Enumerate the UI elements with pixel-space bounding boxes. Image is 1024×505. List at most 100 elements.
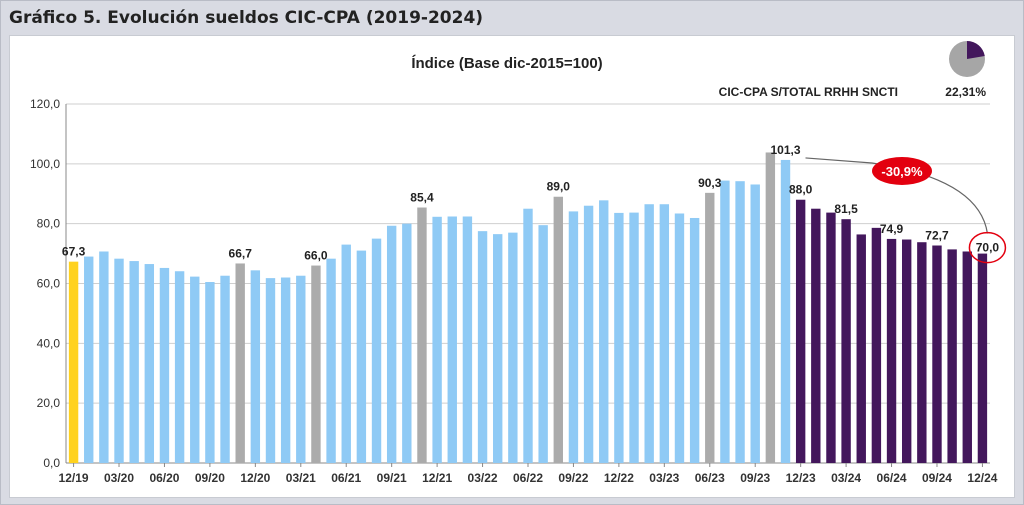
bar [68, 261, 79, 463]
x-tick-label: 12/20 [240, 471, 270, 485]
pie-share-slice [967, 41, 985, 59]
x-tick-label: 06/23 [695, 471, 725, 485]
bar [705, 192, 715, 464]
bar [447, 216, 457, 463]
x-tick-label: 03/21 [286, 471, 316, 485]
bar [477, 231, 488, 463]
bar [280, 277, 291, 463]
x-tick-label: 12/21 [422, 471, 452, 485]
data-label: 67,3 [62, 245, 86, 259]
x-tick-label: 12/23 [786, 471, 816, 485]
x-tick-label: 03/22 [468, 471, 498, 485]
bar [583, 205, 594, 463]
y-tick-label: 120,0 [30, 97, 60, 111]
bar [174, 271, 185, 463]
bar [462, 216, 473, 463]
inset-label: CIC-CPA S/TOTAL RRHH SNCTI [719, 85, 898, 99]
bar [84, 256, 94, 463]
bar [750, 184, 760, 463]
y-tick-label: 40,0 [37, 336, 61, 350]
bar [720, 180, 730, 463]
bar [599, 200, 609, 463]
x-tick-label: 12/19 [59, 471, 89, 485]
x-tick-label: 06/21 [331, 471, 361, 485]
bar [886, 238, 897, 463]
data-label: 66,0 [304, 249, 328, 263]
bar [190, 276, 200, 463]
x-tick-label: 12/22 [604, 471, 634, 485]
bar [932, 245, 942, 463]
bar [356, 250, 367, 463]
bar [326, 258, 336, 463]
bar [841, 219, 851, 463]
x-axis: 12/19 03/20 06/20 09/20 12/20 03/21 06/21 09/21… [59, 463, 998, 485]
bar [417, 207, 427, 463]
bar [689, 217, 700, 463]
bar [901, 239, 912, 463]
bar [250, 270, 261, 463]
bar [826, 212, 836, 463]
x-tick-label: 03/23 [649, 471, 679, 485]
inset-pie: CIC-CPA S/TOTAL RRHH SNCTI 22,31% [719, 41, 986, 99]
bar [962, 251, 972, 463]
bar [265, 278, 276, 463]
bar [765, 152, 776, 463]
bar-chart: Índice (Base dic-2015=100) 0,0 20,0 40,0 60… [30, 41, 1007, 485]
data-label: 85,4 [410, 191, 434, 205]
y-axis: 0,0 20,0 40,0 60,0 80,0 100,0 120,0 [30, 97, 67, 470]
bar [538, 225, 548, 463]
bar [114, 258, 124, 463]
bars [68, 152, 988, 464]
data-label: 72,7 [925, 229, 949, 243]
data-label: 90,3 [698, 176, 722, 190]
bar [795, 199, 806, 463]
bar [629, 212, 639, 463]
highlight-circle [968, 231, 1007, 264]
bar [493, 234, 503, 463]
bar [811, 208, 821, 463]
data-label: 70,0 [976, 241, 1000, 255]
bar [220, 275, 230, 463]
bar [144, 264, 155, 463]
x-tick-label: 09/22 [558, 471, 588, 485]
bar [856, 234, 866, 463]
y-tick-label: 60,0 [37, 277, 61, 291]
data-label: 88,0 [789, 183, 813, 197]
y-tick-label: 0,0 [43, 456, 60, 470]
bar [977, 253, 988, 463]
x-tick-label: 06/24 [877, 471, 907, 485]
bar [674, 213, 685, 463]
bar [205, 282, 215, 463]
bar [235, 263, 245, 463]
y-tick-label: 20,0 [37, 396, 61, 410]
bar [508, 232, 518, 463]
bar [735, 181, 745, 463]
bar [871, 227, 882, 463]
x-tick-label: 09/21 [377, 471, 407, 485]
annotation-pill [872, 157, 932, 185]
data-label: 81,5 [834, 202, 858, 216]
x-tick-label: 03/24 [831, 471, 861, 485]
data-labels: 67,3 66,7 66,0 85,4 89,0 90,3 101,3 88,0 81,5 74,… [62, 143, 1000, 263]
bar [296, 275, 306, 463]
chart-panel: Índice (Base dic-2015=100) 0,0 20,0 40,0 60… [9, 35, 1015, 498]
x-tick-label: 09/24 [922, 471, 952, 485]
data-label: 66,7 [229, 246, 253, 260]
x-tick-label: 09/23 [740, 471, 770, 485]
change-annotation: -30,9% [805, 157, 1007, 264]
bar [553, 196, 563, 463]
data-label: 89,0 [547, 180, 571, 194]
bar [659, 204, 670, 464]
data-label: 74,9 [880, 222, 904, 236]
chart-title: Índice (Base dic-2015=100) [411, 55, 602, 72]
x-tick-label: 06/22 [513, 471, 543, 485]
bar [568, 211, 579, 463]
bar [523, 208, 533, 463]
x-tick-label: 09/20 [195, 471, 225, 485]
bar [341, 244, 351, 463]
x-tick-label: 12/24 [967, 471, 997, 485]
bar [432, 216, 442, 463]
figure-header: Gráfico 5. Evolución sueldos CIC-CPA (20… [9, 8, 484, 28]
bar [371, 238, 382, 463]
